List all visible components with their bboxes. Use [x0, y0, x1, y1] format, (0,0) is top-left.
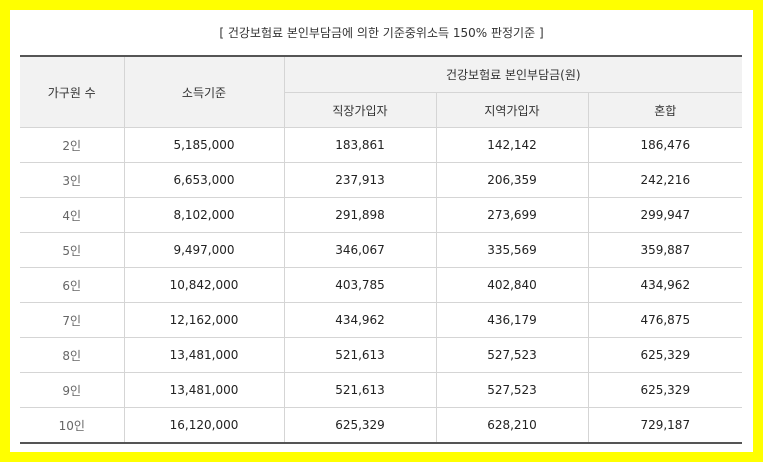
regional-premium-cell: 273,699 — [436, 197, 589, 233]
table-title: [ 건강보험료 본인부담금에 의한 기준중위소득 150% 판정기준 ] — [219, 26, 544, 40]
household-size-cell: 2인 — [20, 127, 125, 163]
regional-premium-cell: 142,142 — [436, 127, 589, 163]
employee-premium-cell: 403,785 — [284, 267, 437, 303]
regional-premium-cell: 628,210 — [436, 407, 589, 444]
mixed-premium-cell: 242,216 — [588, 162, 743, 198]
employee-premium-cell: 625,329 — [284, 407, 437, 444]
household-size-cell: 9인 — [20, 372, 125, 408]
mixed-premium-cell: 186,476 — [588, 127, 743, 163]
header-employee: 직장가입자 — [284, 92, 437, 128]
mixed-premium-cell: 625,329 — [588, 337, 743, 373]
household-size-cell: 3인 — [20, 162, 125, 198]
content-frame: [ 건강보험료 본인부담금에 의한 기준중위소득 150% 판정기준 ] 가구원… — [10, 10, 753, 452]
table-row: 2인 5,185,000 183,861 142,142 186,476 — [20, 127, 743, 163]
regional-premium-cell: 436,179 — [436, 302, 589, 338]
income-cell: 8,102,000 — [124, 197, 285, 233]
employee-premium-cell: 521,613 — [284, 372, 437, 408]
income-cell: 13,481,000 — [124, 372, 285, 408]
table-row: 10인 16,120,000 625,329 628,210 729,187 — [20, 407, 743, 444]
header-regional: 지역가입자 — [436, 92, 589, 128]
table-row: 8인 13,481,000 521,613 527,523 625,329 — [20, 337, 743, 373]
employee-premium-cell: 434,962 — [284, 302, 437, 338]
income-criteria-table: 가구원 수 소득기준 건강보험료 본인부담금(원) 직장가입자 지역가입자 혼합… — [20, 55, 743, 444]
household-size-cell: 8인 — [20, 337, 125, 373]
household-size-cell: 7인 — [20, 302, 125, 338]
mixed-premium-cell: 476,875 — [588, 302, 743, 338]
mixed-premium-cell: 359,887 — [588, 232, 743, 268]
income-cell: 13,481,000 — [124, 337, 285, 373]
regional-premium-cell: 527,523 — [436, 337, 589, 373]
income-cell: 10,842,000 — [124, 267, 285, 303]
employee-premium-cell: 346,067 — [284, 232, 437, 268]
mixed-premium-cell: 625,329 — [588, 372, 743, 408]
household-size-cell: 5인 — [20, 232, 125, 268]
table-row: 7인 12,162,000 434,962 436,179 476,875 — [20, 302, 743, 338]
regional-premium-cell: 402,840 — [436, 267, 589, 303]
mixed-premium-cell: 729,187 — [588, 407, 743, 444]
mixed-premium-cell: 434,962 — [588, 267, 743, 303]
header-premium-group: 건강보험료 본인부담금(원) — [284, 56, 743, 93]
employee-premium-cell: 183,861 — [284, 127, 437, 163]
employee-premium-cell: 521,613 — [284, 337, 437, 373]
income-cell: 16,120,000 — [124, 407, 285, 444]
regional-premium-cell: 206,359 — [436, 162, 589, 198]
table-row: 3인 6,653,000 237,913 206,359 242,216 — [20, 162, 743, 198]
income-cell: 9,497,000 — [124, 232, 285, 268]
regional-premium-cell: 335,569 — [436, 232, 589, 268]
table-row: 4인 8,102,000 291,898 273,699 299,947 — [20, 197, 743, 233]
employee-premium-cell: 291,898 — [284, 197, 437, 233]
income-cell: 5,185,000 — [124, 127, 285, 163]
header-household: 가구원 수 — [20, 56, 125, 128]
employee-premium-cell: 237,913 — [284, 162, 437, 198]
mixed-premium-cell: 299,947 — [588, 197, 743, 233]
header-income: 소득기준 — [124, 56, 285, 128]
household-size-cell: 10인 — [20, 407, 125, 444]
table-body: 2인 5,185,000 183,861 142,142 186,476 3인 6,653,… — [20, 127, 743, 444]
household-size-cell: 6인 — [20, 267, 125, 303]
header-mixed: 혼합 — [588, 92, 743, 128]
income-cell: 12,162,000 — [124, 302, 285, 338]
table-row: 6인 10,842,000 403,785 402,840 434,962 — [20, 267, 743, 303]
table-row: 9인 13,481,000 521,613 527,523 625,329 — [20, 372, 743, 408]
income-cell: 6,653,000 — [124, 162, 285, 198]
regional-premium-cell: 527,523 — [436, 372, 589, 408]
household-size-cell: 4인 — [20, 197, 125, 233]
table-row: 5인 9,497,000 346,067 335,569 359,887 — [20, 232, 743, 268]
